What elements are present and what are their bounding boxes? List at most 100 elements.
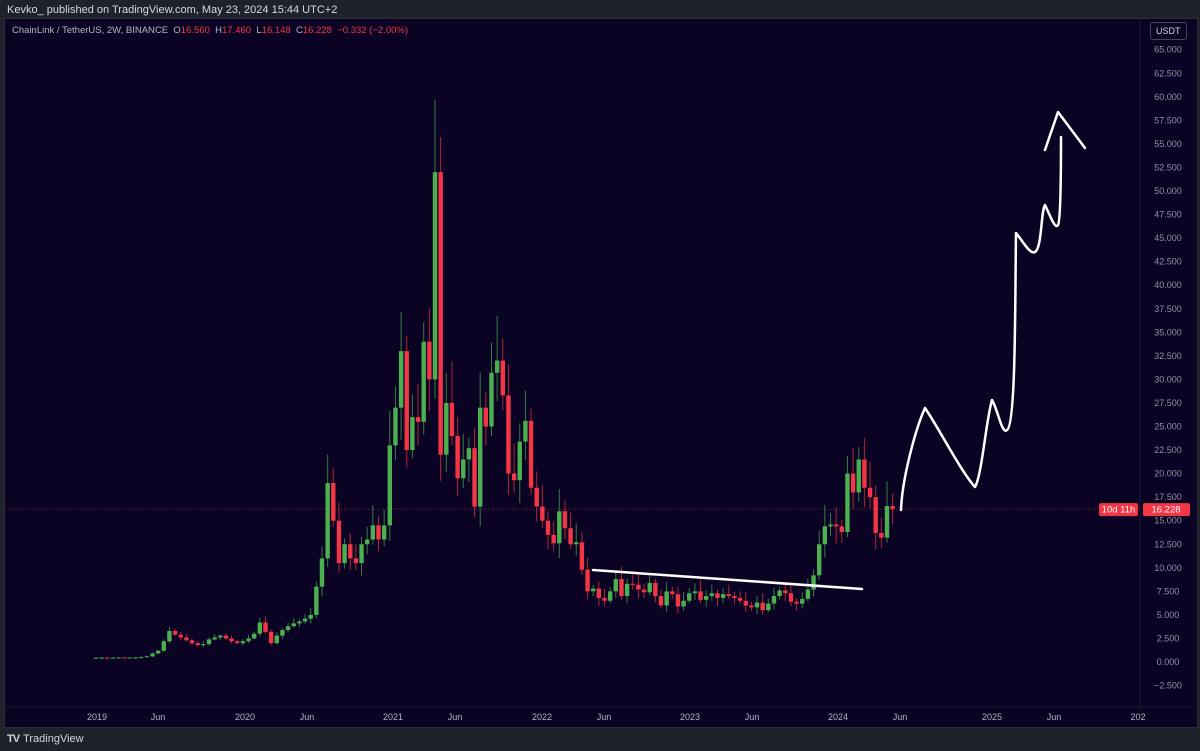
candle-body (127, 657, 133, 659)
candle (613, 570, 618, 599)
candle-body (246, 638, 251, 642)
candle (189, 638, 195, 646)
candle-body (263, 622, 268, 632)
candle-body (184, 637, 189, 641)
candle-body (438, 172, 443, 455)
candle-body (466, 448, 472, 460)
candle-body (99, 657, 104, 659)
candle-body (218, 635, 223, 638)
time-tick-label: Jun (745, 712, 760, 722)
symbol-name[interactable]: ChainLink / TetherUS, 2W, BINANCE (12, 25, 169, 36)
time-tick-label: Jun (300, 712, 315, 722)
candle (658, 589, 664, 609)
candle (483, 392, 489, 447)
candle (325, 454, 330, 567)
price-tick-label: 57.500 (1154, 115, 1182, 125)
candle (867, 461, 873, 509)
candle (850, 447, 856, 509)
time-tick-label: 2022 (532, 712, 552, 722)
price-tick-label: −2.500 (1154, 681, 1182, 691)
tradingview-logo[interactable]: TV TradingView (7, 733, 84, 745)
price-tick-label: 12.500 (1154, 539, 1182, 549)
candle-body (850, 473, 856, 493)
candle-body (675, 594, 681, 607)
candle (297, 619, 302, 628)
candle (116, 657, 121, 659)
candle (494, 315, 500, 401)
candle (353, 544, 359, 570)
candle (794, 598, 799, 611)
candle (737, 591, 743, 605)
candle-body (172, 630, 178, 635)
candle (472, 428, 477, 518)
candle (641, 583, 647, 599)
candle (381, 509, 387, 547)
candle-body (862, 459, 867, 488)
candle (195, 640, 200, 647)
candle-body (670, 591, 675, 595)
candle (687, 588, 692, 604)
candle (348, 533, 353, 570)
price-tick-label: 35.000 (1154, 327, 1182, 337)
candle-body (613, 579, 618, 592)
candle (252, 631, 257, 640)
candle (99, 657, 104, 659)
chart-pane[interactable] (4, 18, 1198, 728)
candle-body (817, 544, 822, 576)
price-tick-label: 25.000 (1154, 422, 1182, 432)
candle-body (365, 539, 370, 545)
candle-body (579, 542, 585, 570)
candle-body (760, 602, 765, 611)
time-tick-label: 2019 (87, 712, 107, 722)
candle (449, 361, 455, 445)
candle (478, 372, 483, 527)
price-tick-label: 20.000 (1154, 469, 1182, 479)
candle (410, 394, 415, 459)
candle-body (268, 631, 274, 644)
candle (551, 521, 556, 552)
tradingview-brand: TradingView (23, 733, 84, 745)
price-tick-label: 7.500 (1157, 586, 1180, 596)
candle (415, 383, 421, 446)
candle (178, 631, 183, 640)
candle-body (274, 635, 279, 644)
currency-button[interactable]: USDT (1150, 22, 1187, 40)
candle (461, 433, 466, 489)
time-tick-label: 202 (1130, 712, 1145, 722)
candle-body (370, 525, 376, 540)
price-tick-label: 0.000 (1157, 657, 1180, 667)
candle (862, 438, 867, 508)
price-tick-label: 62.500 (1154, 68, 1182, 78)
candle (161, 639, 166, 653)
candle (726, 584, 731, 599)
candle (229, 635, 234, 644)
candle-body (472, 448, 477, 507)
candle-body (800, 598, 805, 604)
candle-body (161, 641, 166, 651)
close-label: C (296, 25, 303, 36)
candle (308, 607, 313, 624)
candle (257, 617, 263, 637)
candle-body (641, 589, 647, 593)
candle (365, 526, 370, 555)
candle (579, 532, 585, 575)
candle-body (805, 589, 811, 599)
price-tick-label: 65.000 (1154, 45, 1182, 55)
candle (122, 656, 127, 659)
candle-body (291, 623, 296, 627)
candle (873, 485, 878, 550)
candle (223, 633, 229, 640)
candle (545, 512, 551, 550)
candle-body (749, 605, 754, 608)
candle-body (285, 626, 291, 630)
candle-countdown: 10d 11h (1102, 505, 1136, 516)
last-price-value: 16.228 (1151, 505, 1180, 516)
price-tick-label: 50.000 (1154, 186, 1182, 196)
price-tick-label: 37.500 (1154, 304, 1182, 314)
candle (438, 136, 443, 481)
candle (890, 493, 895, 524)
candle-body (455, 435, 460, 479)
time-tick-label: Jun (1047, 712, 1062, 722)
candle (596, 581, 602, 606)
